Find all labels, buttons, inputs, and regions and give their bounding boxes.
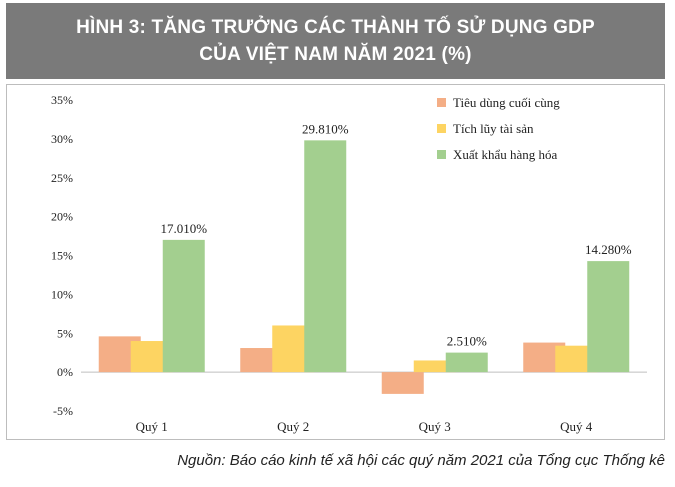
x-category-label: Quý 3: [419, 419, 451, 434]
data-label: 2.510%: [447, 334, 487, 349]
bar-3-3: [445, 352, 488, 373]
y-tick-label: 25%: [51, 171, 73, 185]
y-tick-label: 35%: [51, 93, 73, 107]
legend-swatch-3: [437, 150, 446, 159]
y-tick-label: 15%: [51, 249, 73, 263]
bar-3-2: [304, 140, 347, 373]
legend-swatch-1: [437, 98, 446, 107]
y-tick-label: 0%: [57, 365, 73, 379]
data-label: 14.280%: [585, 242, 632, 257]
y-tick-label: 20%: [51, 210, 73, 224]
data-label: 29.810%: [302, 121, 349, 136]
legend-swatch-2: [437, 124, 446, 133]
chart-title-line-2: CỦA VIỆT NAM NĂM 2021 (%): [199, 44, 472, 65]
chart-title-line-1: HÌNH 3: TĂNG TRƯỞNG CÁC THÀNH TỐ SỬ DỤNG…: [76, 17, 595, 38]
bar-2-3: [413, 360, 456, 373]
bar-1-3: [381, 372, 424, 394]
legend-label-2: Tích lũy tài sản: [453, 121, 534, 136]
source-note: Nguồn: Báo cáo kinh tế xã hội các quý nă…: [177, 452, 665, 469]
chart-area: 35% 30% 25% 20% 15% 10% 5% 0% -5% Quý 1 17.010% Quý…: [6, 84, 665, 440]
y-tick-label: 30%: [51, 132, 73, 146]
x-category-label: Quý 2: [277, 419, 309, 434]
bar-3-1: [162, 239, 205, 373]
y-tick-label: -5%: [53, 404, 73, 418]
chart-title-banner: HÌNH 3: TĂNG TRƯỞNG CÁC THÀNH TỐ SỬ DỤNG…: [6, 3, 665, 79]
y-tick-label: 5%: [57, 326, 73, 340]
legend-label-1: Tiêu dùng cuối cùng: [453, 95, 560, 110]
x-category-label: Quý 1: [136, 419, 168, 434]
bar-chart: 35% 30% 25% 20% 15% 10% 5% 0% -5% Quý 1 17.010% Quý…: [51, 93, 647, 434]
legend-label-3: Xuất khẩu hàng hóa: [453, 147, 558, 162]
bar-3-4: [587, 261, 630, 373]
x-category-label: Quý 4: [560, 419, 593, 434]
y-tick-label: 10%: [51, 287, 73, 301]
data-label: 17.010%: [160, 221, 207, 236]
